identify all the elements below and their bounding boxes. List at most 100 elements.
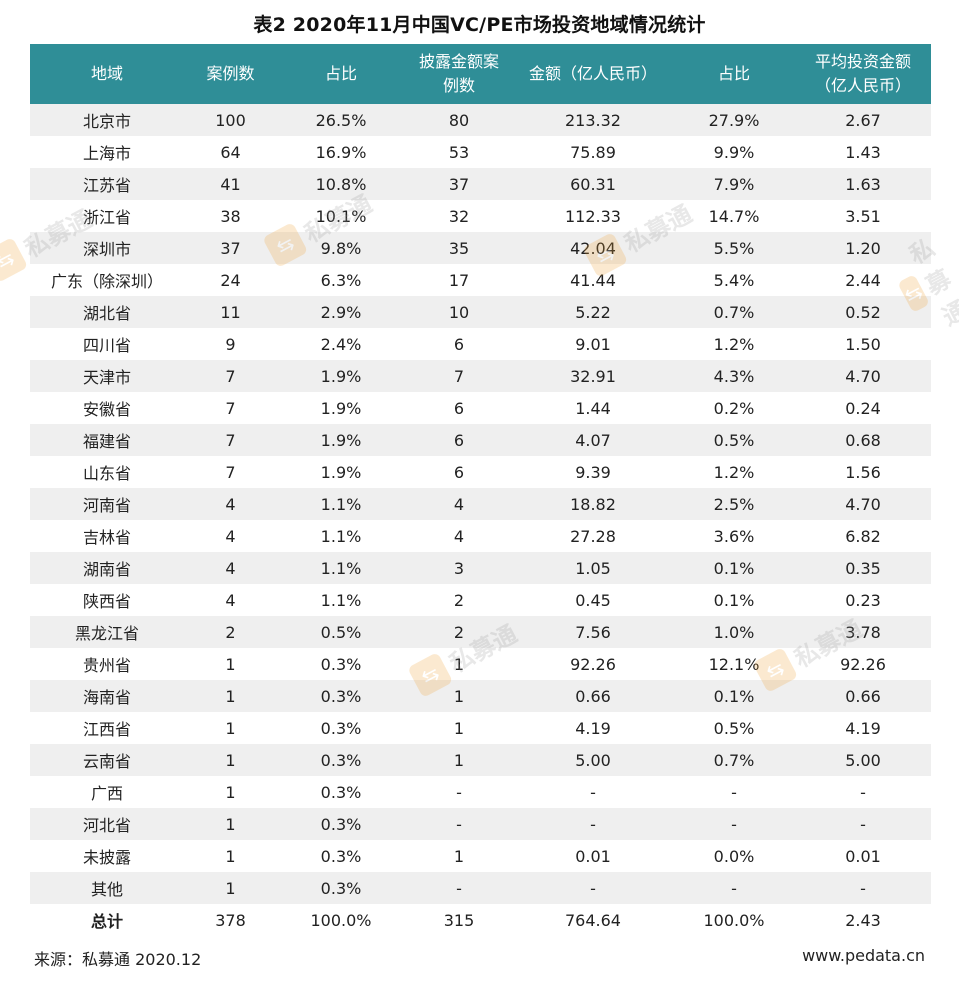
value-cell: 764.64 bbox=[565, 910, 621, 930]
region-cell: 云南省 bbox=[82, 752, 131, 771]
value-cell: 41.44 bbox=[570, 270, 616, 290]
value-cell: 100.0% bbox=[703, 910, 765, 930]
value-cell: 1 bbox=[225, 782, 236, 802]
value-cell: 5.00 bbox=[575, 750, 611, 770]
value-cell: 0.7% bbox=[713, 302, 755, 322]
value-cell: 213.32 bbox=[565, 110, 621, 130]
value-cell: 9.9% bbox=[713, 142, 755, 162]
value-cell: 0.23 bbox=[845, 590, 881, 610]
region-cell: 广西 bbox=[90, 784, 123, 803]
value-cell: 1 bbox=[225, 814, 236, 834]
value-cell: 1.9% bbox=[320, 366, 362, 386]
column-header-line: 地域 bbox=[90, 64, 123, 83]
value-cell: 3.6% bbox=[713, 526, 755, 546]
table-row: 上海市 64 16.9% 53 75.89 9.9% 1.43 bbox=[30, 136, 931, 168]
region-cell: 湖南省 bbox=[82, 560, 131, 579]
region-cell: 吉林省 bbox=[82, 528, 131, 547]
value-cell: 37 bbox=[448, 174, 470, 194]
value-cell: 0.3% bbox=[320, 814, 362, 834]
value-cell: 1.56 bbox=[845, 462, 881, 482]
table-row: 湖南省 4 1.1% 3 1.05 0.1% 0.35 bbox=[30, 552, 931, 584]
value-cell: 4.07 bbox=[575, 430, 611, 450]
value-cell: 100 bbox=[215, 110, 246, 130]
value-cell: 0.66 bbox=[575, 686, 611, 706]
value-cell: 1 bbox=[453, 718, 465, 738]
value-cell: 1.44 bbox=[575, 398, 611, 418]
column-header: 平均投资金额 （亿人民币） bbox=[795, 44, 931, 104]
value-cell: 4 bbox=[453, 526, 465, 546]
table-row: 深圳市 37 9.8% 35 42.04 5.5% 1.20 bbox=[30, 232, 931, 264]
value-cell: 6 bbox=[453, 334, 465, 354]
value-cell: 2.9% bbox=[320, 302, 362, 322]
column-header: 占比 bbox=[673, 44, 795, 104]
value-cell: 0.0% bbox=[713, 846, 755, 866]
value-cell: 5.22 bbox=[575, 302, 611, 322]
value-cell: 1 bbox=[225, 846, 236, 866]
value-cell: 32 bbox=[448, 206, 470, 226]
value-cell: 53 bbox=[448, 142, 470, 162]
region-cell: 深圳市 bbox=[82, 240, 131, 259]
region-cell: 河南省 bbox=[82, 496, 131, 515]
table-header: 地域 案例数 占比 披露金额案 例数 金额（亿人民币） 占比 平均投资金额 （亿人民币） bbox=[30, 44, 931, 104]
region-cell: 广东（除深圳） bbox=[50, 272, 163, 291]
table-row: 江苏省 41 10.8% 37 60.31 7.9% 1.63 bbox=[30, 168, 931, 200]
value-cell: 9.01 bbox=[575, 334, 611, 354]
column-header-line: 案例数 bbox=[206, 64, 255, 83]
table-row: 吉林省 4 1.1% 4 27.28 3.6% 6.82 bbox=[30, 520, 931, 552]
table-row: 未披露 1 0.3% 1 0.01 0.0% 0.01 bbox=[30, 840, 931, 872]
value-cell: - bbox=[590, 782, 596, 802]
table-row: 黑龙江省 2 0.5% 2 7.56 1.0% 3.78 bbox=[30, 616, 931, 648]
value-cell: 1 bbox=[453, 846, 465, 866]
value-cell: 1.9% bbox=[320, 398, 362, 418]
website-link[interactable]: www.pedata.cn bbox=[802, 946, 925, 965]
value-cell: 1.1% bbox=[320, 526, 362, 546]
value-cell: 2.44 bbox=[845, 270, 881, 290]
value-cell: - bbox=[860, 782, 866, 802]
value-cell: 1.2% bbox=[713, 334, 755, 354]
value-cell: 11 bbox=[220, 302, 241, 322]
value-cell: - bbox=[456, 878, 462, 898]
value-cell: 315 bbox=[443, 910, 475, 930]
table-row: 山东省 7 1.9% 6 9.39 1.2% 1.56 bbox=[30, 456, 931, 488]
value-cell: 7 bbox=[225, 462, 236, 482]
value-cell: 32.91 bbox=[570, 366, 616, 386]
value-cell: 5.4% bbox=[713, 270, 755, 290]
value-cell: - bbox=[731, 782, 737, 802]
value-cell: 26.5% bbox=[315, 110, 367, 130]
value-cell: 112.33 bbox=[565, 206, 621, 226]
value-cell: 17 bbox=[448, 270, 470, 290]
value-cell: 1 bbox=[453, 654, 465, 674]
value-cell: 0.2% bbox=[713, 398, 755, 418]
table-row: 广西 1 0.3% - - - - bbox=[30, 776, 931, 808]
value-cell: 14.7% bbox=[708, 206, 760, 226]
region-cell: 湖北省 bbox=[82, 304, 131, 323]
value-cell: 1 bbox=[225, 654, 236, 674]
value-cell: 0.1% bbox=[713, 558, 755, 578]
value-cell: 1.20 bbox=[845, 238, 881, 258]
value-cell: 10.1% bbox=[315, 206, 367, 226]
total-row: 总计 378 100.0% 315 764.64 100.0% 2.43 bbox=[30, 904, 931, 936]
value-cell: 0.45 bbox=[575, 590, 611, 610]
value-cell: 60.31 bbox=[570, 174, 616, 194]
value-cell: 6 bbox=[453, 430, 465, 450]
table-row: 陕西省 4 1.1% 2 0.45 0.1% 0.23 bbox=[30, 584, 931, 616]
value-cell: 6.3% bbox=[320, 270, 362, 290]
value-cell: 6 bbox=[453, 462, 465, 482]
value-cell: - bbox=[590, 814, 596, 834]
value-cell: 7 bbox=[225, 398, 236, 418]
value-cell: 1.2% bbox=[713, 462, 755, 482]
value-cell: 4 bbox=[225, 558, 236, 578]
value-cell: 9 bbox=[225, 334, 236, 354]
value-cell: 1.43 bbox=[845, 142, 881, 162]
table-row: 河南省 4 1.1% 4 18.82 2.5% 4.70 bbox=[30, 488, 931, 520]
value-cell: 7 bbox=[225, 430, 236, 450]
table-row: 北京市 100 26.5% 80 213.32 27.9% 2.67 bbox=[30, 104, 931, 136]
table-row: 安徽省 7 1.9% 6 1.44 0.2% 0.24 bbox=[30, 392, 931, 424]
value-cell: 2 bbox=[453, 622, 465, 642]
value-cell: 92.26 bbox=[570, 654, 616, 674]
value-cell: 0.1% bbox=[713, 590, 755, 610]
value-cell: 2 bbox=[453, 590, 465, 610]
value-cell: 1.1% bbox=[320, 558, 362, 578]
region-cell: 江苏省 bbox=[82, 176, 131, 195]
value-cell: 80 bbox=[448, 110, 470, 130]
